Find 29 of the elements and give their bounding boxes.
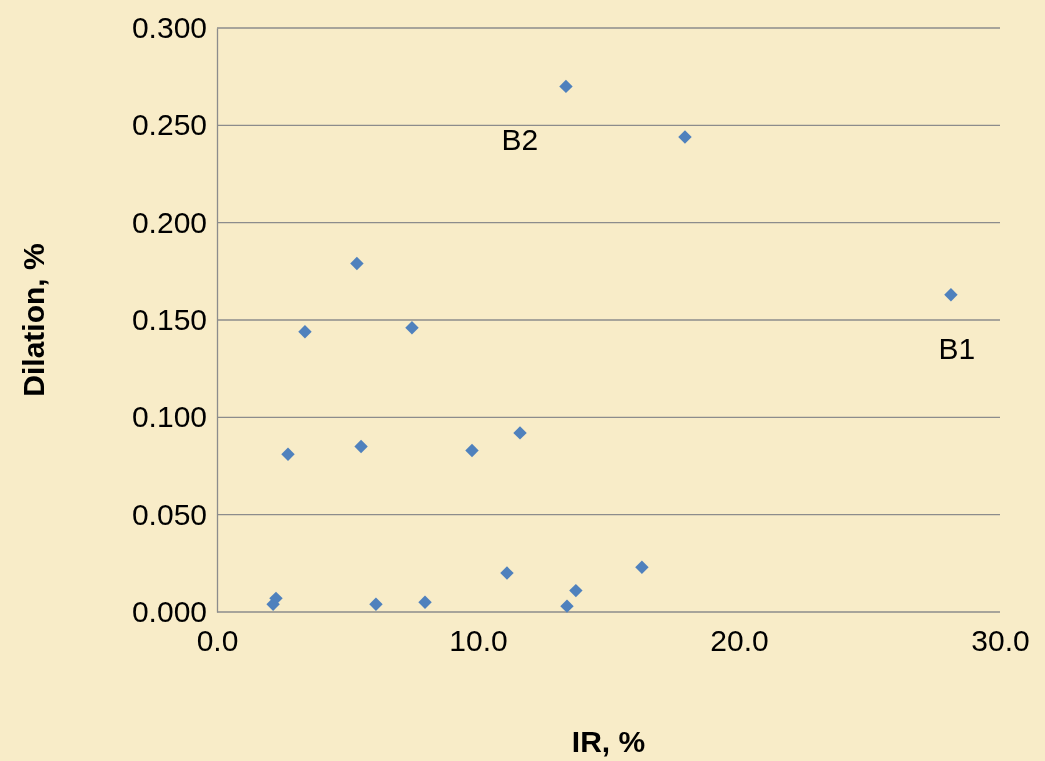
point	[513, 426, 527, 440]
point	[350, 256, 364, 271]
y-tick-label: 0.050	[131, 497, 207, 531]
point	[369, 597, 383, 611]
point	[944, 287, 958, 302]
y-tick-label: 0.150	[131, 303, 207, 337]
point	[500, 566, 514, 580]
point	[559, 79, 573, 94]
y-axis-title: Dilation, %	[17, 243, 50, 397]
point	[465, 443, 479, 458]
annotation: B1	[938, 331, 976, 365]
x-tick-label: 10.0	[449, 624, 508, 658]
point	[354, 439, 368, 454]
x-tick-label: 30.0	[971, 624, 1030, 658]
x-axis-title: IR, %	[571, 725, 646, 758]
point	[569, 583, 583, 598]
point	[635, 560, 649, 574]
point	[560, 599, 574, 613]
x-tick-label: 20.0	[710, 624, 769, 658]
y-tick-label: 0.100	[131, 400, 207, 434]
point	[405, 321, 419, 335]
point	[418, 595, 432, 609]
y-tick-label: 0.300	[131, 11, 207, 45]
annotation: B2	[501, 123, 539, 157]
y-tick-label: 0.250	[131, 108, 207, 142]
point	[678, 130, 692, 144]
point	[281, 447, 295, 462]
point	[298, 324, 312, 339]
y-tick-label: 0.200	[131, 205, 207, 239]
